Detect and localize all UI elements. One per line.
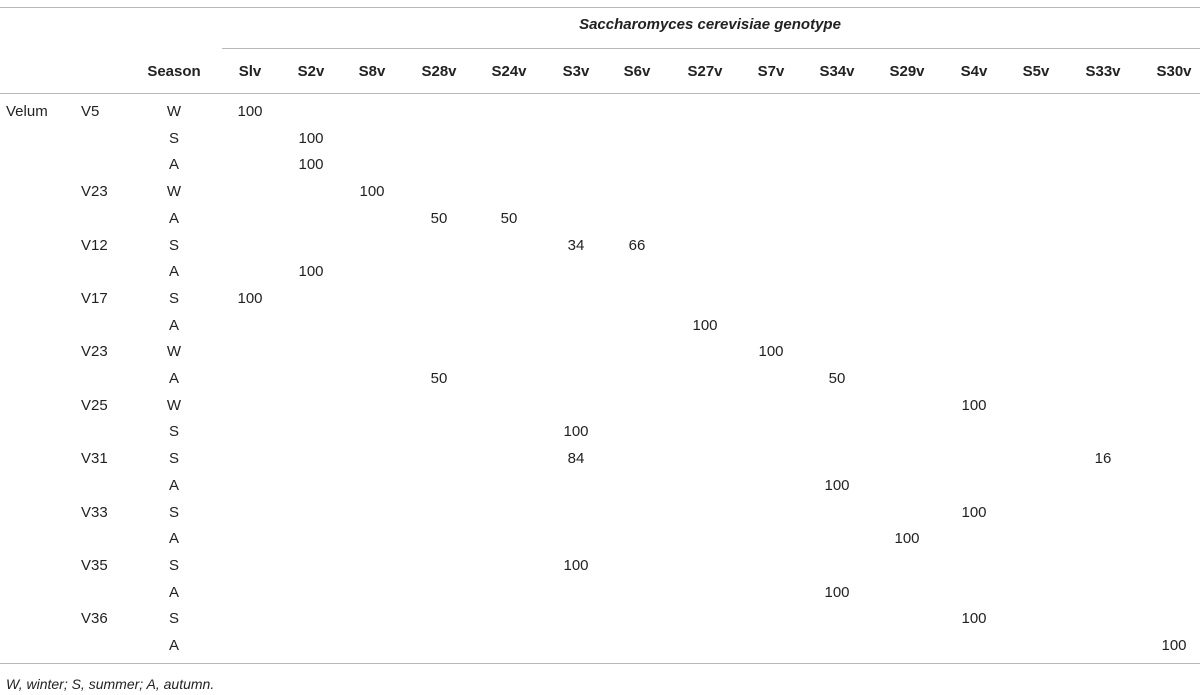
velum-id: V17 xyxy=(81,290,108,307)
percentage-cell: 100 xyxy=(359,183,385,200)
genotype-header-s33v: S33v xyxy=(1085,63,1121,80)
season-cell: W xyxy=(166,183,182,200)
velum-id: V23 xyxy=(81,183,108,200)
genotype-header-s5v: S5v xyxy=(1022,63,1050,80)
percentage-cell: 100 xyxy=(298,263,324,280)
percentage-cell: 100 xyxy=(237,103,263,120)
percentage-cell: 100 xyxy=(824,477,850,494)
genotype-header-slv: Slv xyxy=(238,63,262,80)
genotype-header-s27v: S27v xyxy=(687,63,723,80)
velum-id: V23 xyxy=(81,343,108,360)
season-cell: S xyxy=(168,557,180,574)
percentage-cell: 100 xyxy=(961,397,987,414)
velum-id: V36 xyxy=(81,610,108,627)
header-bottom-rule xyxy=(0,93,1200,94)
genotype-header-s3v: S3v xyxy=(562,63,590,80)
season-cell: A xyxy=(168,584,180,601)
percentage-cell: 84 xyxy=(567,450,585,467)
percentage-cell: 100 xyxy=(563,557,589,574)
velum-id: V25 xyxy=(81,397,108,414)
percentage-cell: 50 xyxy=(430,370,448,387)
percentage-cell: 100 xyxy=(298,130,324,147)
percentage-cell: 100 xyxy=(298,156,324,173)
season-cell: A xyxy=(168,530,180,547)
species-name: Saccharomyces cerevisiae xyxy=(579,16,771,33)
season-cell: S xyxy=(168,610,180,627)
percentage-cell: 50 xyxy=(430,210,448,227)
genotype-header-s4v: S4v xyxy=(960,63,988,80)
percentage-cell: 100 xyxy=(563,423,589,440)
genotype-header-s29v: S29v xyxy=(889,63,925,80)
season-cell: S xyxy=(168,237,180,254)
percentage-cell: 34 xyxy=(567,237,585,254)
percentage-cell: 100 xyxy=(961,504,987,521)
season-cell: S xyxy=(168,450,180,467)
season-cell: A xyxy=(168,263,180,280)
season-cell: S xyxy=(168,130,180,147)
percentage-cell: 100 xyxy=(824,584,850,601)
percentage-cell: 100 xyxy=(961,610,987,627)
season-cell: S xyxy=(168,423,180,440)
velum-id: V35 xyxy=(81,557,108,574)
season-cell: W xyxy=(166,397,182,414)
genotype-header-s28v: S28v xyxy=(421,63,457,80)
season-cell: A xyxy=(168,370,180,387)
genotype-header-s24v: S24v xyxy=(491,63,527,80)
season-cell: A xyxy=(168,637,180,654)
percentage-cell: 100 xyxy=(692,317,718,334)
genotype-header-s34v: S34v xyxy=(819,63,855,80)
percentage-cell: 50 xyxy=(828,370,846,387)
footnote: W, winter; S, summer; A, autumn. xyxy=(6,676,215,692)
season-cell: A xyxy=(168,477,180,494)
title-suffix: genotype xyxy=(770,16,841,33)
velum-id: V12 xyxy=(81,237,108,254)
bottom-rule xyxy=(0,663,1200,664)
genotype-header-s7v: S7v xyxy=(757,63,785,80)
percentage-cell: 66 xyxy=(628,237,646,254)
season-cell: W xyxy=(166,103,182,120)
season-cell: S xyxy=(168,504,180,521)
velum-id: V33 xyxy=(81,504,108,521)
percentage-cell: 100 xyxy=(894,530,920,547)
percentage-cell: 100 xyxy=(1161,637,1187,654)
percentage-cell: 50 xyxy=(500,210,518,227)
season-cell: A xyxy=(168,210,180,227)
season-cell: A xyxy=(168,317,180,334)
percentage-cell: 100 xyxy=(758,343,784,360)
season-cell: A xyxy=(168,156,180,173)
velum-id: V31 xyxy=(81,450,108,467)
genotype-header-s8v: S8v xyxy=(358,63,386,80)
genotype-header-s30v: S30v xyxy=(1156,63,1192,80)
genotype-header-rule xyxy=(222,48,1200,49)
top-rule xyxy=(0,7,1200,8)
table-title: Saccharomyces cerevisiae genotype xyxy=(579,16,841,34)
genotype-header-s6v: S6v xyxy=(623,63,651,80)
season-cell: W xyxy=(166,343,182,360)
velum-id: V5 xyxy=(81,103,100,120)
percentage-cell: 16 xyxy=(1094,450,1112,467)
percentage-cell: 100 xyxy=(237,290,263,307)
season-cell: S xyxy=(168,290,180,307)
season-header: Season xyxy=(147,63,201,80)
category-label: Velum xyxy=(6,103,48,120)
genotype-header-s2v: S2v xyxy=(297,63,325,80)
